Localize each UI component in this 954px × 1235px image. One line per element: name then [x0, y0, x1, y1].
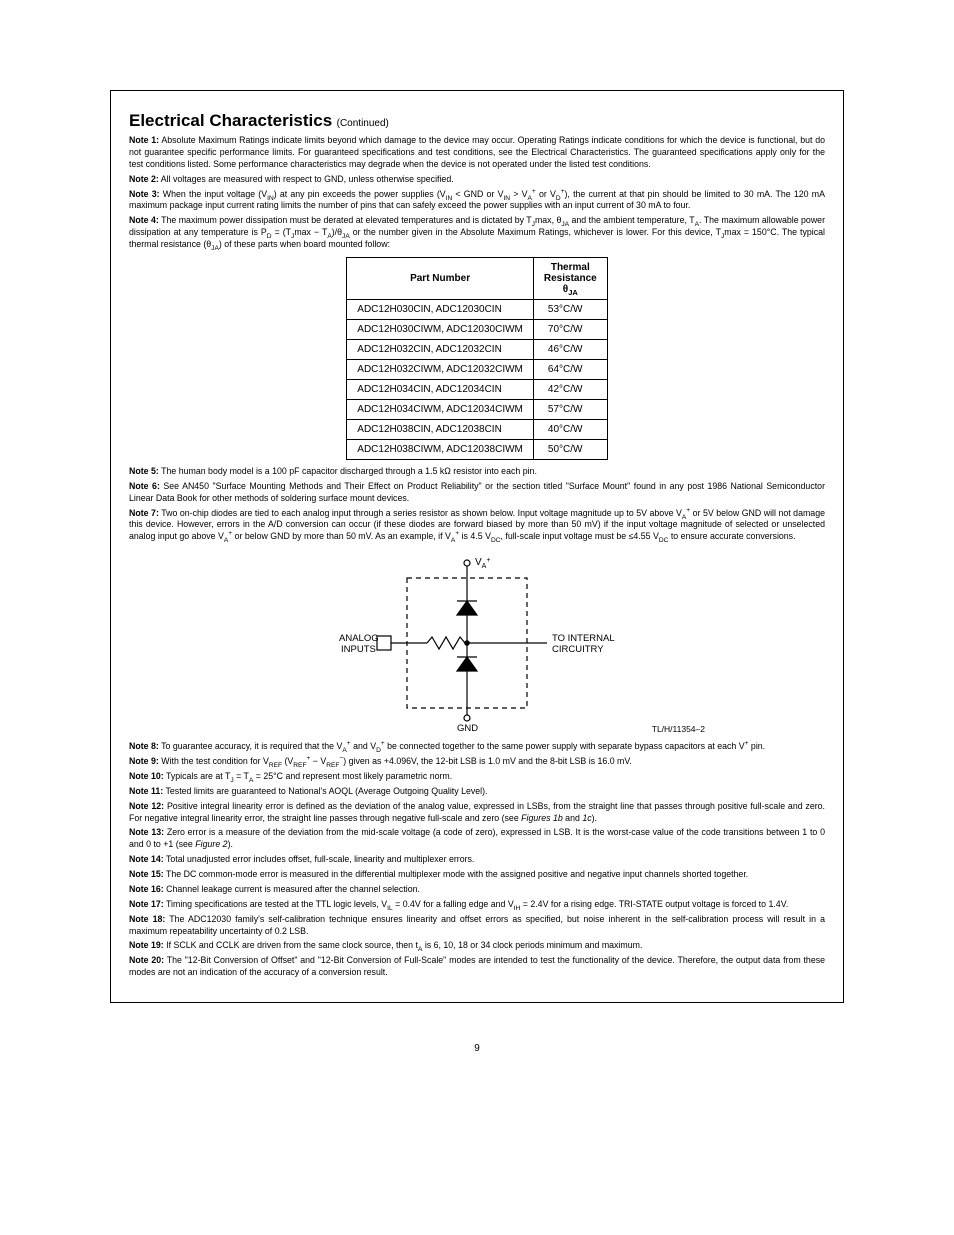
note: Note 11: Tested limits are guaranteed to… — [129, 786, 825, 798]
note-label: Note 8: — [129, 741, 159, 751]
note-label: Note 1: — [129, 135, 159, 145]
notes-top: Note 1: Absolute Maximum Ratings indicat… — [129, 135, 825, 251]
note: Note 19: If SCLK and CCLK are driven fro… — [129, 940, 825, 952]
note-label: Note 13: — [129, 827, 164, 837]
note-label: Note 14: — [129, 854, 164, 864]
table-row: ADC12H034CIWM, ADC12034CIWM57°C/W — [347, 399, 607, 419]
resistance-cell: 64°C/W — [533, 359, 607, 379]
note: Note 5: The human body model is a 100 pF… — [129, 466, 825, 478]
table-header-thermal: Thermal Resistance θJA — [533, 257, 607, 299]
note: Note 13: Zero error is a measure of the … — [129, 827, 825, 851]
table-row: ADC12H030CIWM, ADC12030CIWM70°C/W — [347, 319, 607, 339]
part-cell: ADC12H034CIN, ADC12034CIN — [347, 379, 534, 399]
note: Note 20: The "12-Bit Conversion of Offse… — [129, 955, 825, 979]
part-cell: ADC12H034CIWM, ADC12034CIWM — [347, 399, 534, 419]
svg-text:TO INTERNAL: TO INTERNAL — [552, 633, 615, 644]
part-cell: ADC12H032CIWM, ADC12032CIWM — [347, 359, 534, 379]
note-label: Note 19: — [129, 940, 164, 950]
diode-circuit-svg: VA+ ANALOG INPUTS TO INTERNAL CIRCUITRY … — [297, 553, 657, 733]
table-row: ADC12H032CIWM, ADC12032CIWM64°C/W — [347, 359, 607, 379]
note-label: Note 7: — [129, 508, 159, 518]
note: Note 8: To guarantee accuracy, it is req… — [129, 741, 825, 753]
page-frame: Electrical Characteristics (Continued) N… — [110, 90, 844, 1003]
note: Note 14: Total unadjusted error includes… — [129, 854, 825, 866]
table-row: ADC12H030CIN, ADC12030CIN53°C/W — [347, 299, 607, 319]
svg-text:ANALOG: ANALOG — [339, 633, 379, 644]
title-main: Electrical Characteristics — [129, 111, 332, 130]
part-cell: ADC12H032CIN, ADC12032CIN — [347, 339, 534, 359]
notes-bottom: Note 8: To guarantee accuracy, it is req… — [129, 741, 825, 979]
note-label: Note 2: — [129, 174, 159, 184]
note-label: Note 17: — [129, 899, 164, 909]
note: Note 6: See AN450 "Surface Mounting Meth… — [129, 481, 825, 505]
part-cell: ADC12H030CIN, ADC12030CIN — [347, 299, 534, 319]
svg-text:CIRCUITRY: CIRCUITRY — [552, 644, 604, 655]
note: Note 3: When the input voltage (VIN) at … — [129, 189, 825, 213]
title-continued: (Continued) — [337, 118, 389, 129]
note-label: Note 15: — [129, 869, 164, 879]
circuit-diagram: VA+ ANALOG INPUTS TO INTERNAL CIRCUITRY … — [129, 553, 825, 738]
note: Note 12: Positive integral linearity err… — [129, 801, 825, 825]
table-header-part: Part Number — [347, 257, 534, 299]
note: Note 4: The maximum power dissipation mu… — [129, 215, 825, 251]
note: Note 10: Typicals are at TJ = TA = 25°C … — [129, 771, 825, 783]
resistance-cell: 50°C/W — [533, 439, 607, 459]
svg-text:VA+: VA+ — [475, 557, 490, 570]
note-label: Note 5: — [129, 466, 159, 476]
resistance-cell: 57°C/W — [533, 399, 607, 419]
note-label: Note 18: — [129, 914, 165, 924]
resistance-cell: 53°C/W — [533, 299, 607, 319]
note-label: Note 6: — [129, 481, 160, 491]
note-label: Note 16: — [129, 884, 164, 894]
note-label: Note 11: — [129, 786, 163, 796]
notes-mid: Note 5: The human body model is a 100 pF… — [129, 466, 825, 543]
resistance-cell: 70°C/W — [533, 319, 607, 339]
note: Note 2: All voltages are measured with r… — [129, 174, 825, 186]
note-label: Note 3: — [129, 189, 160, 199]
svg-text:INPUTS: INPUTS — [341, 644, 376, 655]
diagram-caption: TL/H/11354–2 — [652, 724, 705, 734]
thermal-resistance-table: Part Number Thermal Resistance θJA ADC12… — [346, 257, 607, 460]
note-label: Note 4: — [129, 215, 159, 225]
note: Note 1: Absolute Maximum Ratings indicat… — [129, 135, 825, 171]
part-cell: ADC12H038CIWM, ADC12038CIWM — [347, 439, 534, 459]
table-row: ADC12H038CIN, ADC12038CIN40°C/W — [347, 419, 607, 439]
note: Note 15: The DC common-mode error is mea… — [129, 869, 825, 881]
resistance-cell: 40°C/W — [533, 419, 607, 439]
note-label: Note 9: — [129, 756, 159, 766]
note-label: Note 10: — [129, 771, 164, 781]
page-number: 9 — [0, 1043, 954, 1054]
resistance-cell: 46°C/W — [533, 339, 607, 359]
table-row: ADC12H034CIN, ADC12034CIN42°C/W — [347, 379, 607, 399]
svg-text:GND: GND — [457, 723, 478, 733]
note: Note 9: With the test condition for VREF… — [129, 756, 825, 768]
note: Note 16: Channel leakage current is meas… — [129, 884, 825, 896]
table-row: ADC12H038CIWM, ADC12038CIWM50°C/W — [347, 439, 607, 459]
table-row: ADC12H032CIN, ADC12032CIN46°C/W — [347, 339, 607, 359]
part-cell: ADC12H038CIN, ADC12038CIN — [347, 419, 534, 439]
note: Note 17: Timing specifications are teste… — [129, 899, 825, 911]
section-title: Electrical Characteristics (Continued) — [129, 111, 825, 131]
note: Note 7: Two on-chip diodes are tied to e… — [129, 508, 825, 544]
note-label: Note 12: — [129, 801, 164, 811]
part-cell: ADC12H030CIWM, ADC12030CIWM — [347, 319, 534, 339]
note: Note 18: The ADC12030 family's self-cali… — [129, 914, 825, 938]
note-label: Note 20: — [129, 955, 164, 965]
resistance-cell: 42°C/W — [533, 379, 607, 399]
